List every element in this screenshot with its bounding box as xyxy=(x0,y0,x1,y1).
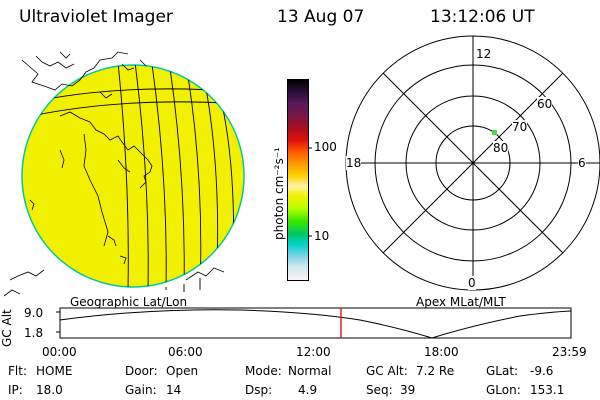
colorbar-tick-10: 10 xyxy=(314,229,330,243)
instrument-title: Ultraviolet Imager xyxy=(19,7,173,27)
glat-value: -9.6 xyxy=(530,364,554,378)
ip-value: 18.0 xyxy=(36,383,63,397)
mlat-label-60: 60 xyxy=(537,97,553,111)
mlt-label-6: 6 xyxy=(578,156,586,170)
gcalt-value: 7.2 Re xyxy=(416,364,455,378)
seq-label: Seq: xyxy=(366,383,393,397)
glon-value: 153.1 xyxy=(530,383,565,397)
observation-date: 13 Aug 07 xyxy=(277,7,365,27)
timeline-ytick-9: 9.0 xyxy=(24,306,44,320)
mlt-label-18: 18 xyxy=(346,156,362,170)
observation-time: 13:12:06 UT xyxy=(430,7,535,27)
dsp-value: 4.9 xyxy=(298,383,318,397)
timeline-xtick-1800: 18:00 xyxy=(424,345,459,359)
door-label: Door: xyxy=(125,364,158,378)
mlt-label-0: 0 xyxy=(468,276,476,290)
timeline-xtick-1200: 12:00 xyxy=(296,345,331,359)
flt-label: Flt: xyxy=(8,364,27,378)
colorbar-tick-100: 100 xyxy=(314,140,337,154)
timeline-xtick-0600: 06:00 xyxy=(168,345,203,359)
ip-label: IP: xyxy=(8,383,23,397)
mlat-label-70: 70 xyxy=(512,120,528,134)
mlat-label-80: 80 xyxy=(493,141,509,155)
globe-caption: Geographic Lat/Lon xyxy=(70,295,188,309)
coastline-outline xyxy=(3,51,225,297)
mlt-label-12: 12 xyxy=(476,47,492,61)
timeline-xtick-2359: 23:59 xyxy=(552,345,587,359)
gain-label: Gain: xyxy=(125,383,157,397)
aurora-spot xyxy=(492,130,497,135)
mode-value: Normal xyxy=(288,364,332,378)
land-outline xyxy=(29,91,153,265)
flt-value: HOME xyxy=(36,364,73,378)
timeline-ytick-1-8: 1.8 xyxy=(24,326,44,340)
timeline-xtick-0000: 00:00 xyxy=(42,345,77,359)
altitude-curve xyxy=(59,309,572,339)
gain-value: 14 xyxy=(166,383,182,397)
polar-caption: Apex MLat/MLT xyxy=(416,295,506,309)
door-value: Open xyxy=(166,364,199,378)
glat-label: GLat: xyxy=(486,364,519,378)
mlt-diagonal-2 xyxy=(382,72,564,254)
gcalt-label: GC Alt: xyxy=(366,364,408,378)
glon-label: GLon: xyxy=(486,383,521,397)
seq-value: 39 xyxy=(400,383,416,397)
mode-label: Mode: xyxy=(245,364,282,378)
colorbar xyxy=(287,79,309,281)
globe-disk xyxy=(21,64,245,288)
dsp-label: Dsp: xyxy=(245,383,273,397)
